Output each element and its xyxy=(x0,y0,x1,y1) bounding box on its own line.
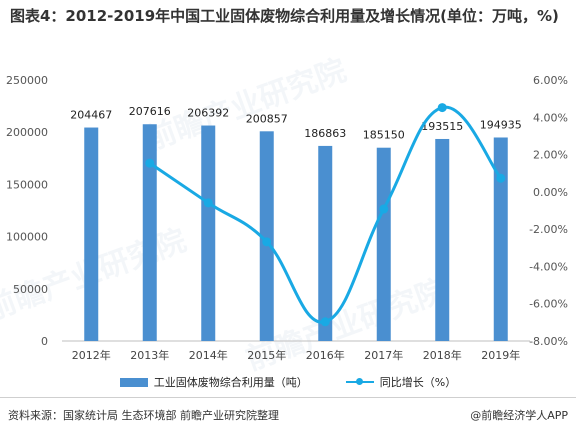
bar xyxy=(84,127,99,341)
left-axis: 0 50000 100000 150000 200000 250000 xyxy=(6,74,48,348)
growth-point xyxy=(379,204,389,214)
bar xyxy=(142,124,157,341)
bar xyxy=(201,125,216,341)
right-tick-label: 6.00% xyxy=(533,74,568,87)
bar-value-label: 194935 xyxy=(480,118,522,131)
x-tick-label: 2013年 xyxy=(130,348,169,362)
x-tick-label: 2016年 xyxy=(306,348,345,362)
left-tick-label: 150000 xyxy=(6,178,48,191)
left-tick-label: 200000 xyxy=(6,126,48,139)
x-tick-label: 2014年 xyxy=(189,348,228,362)
x-tick-label: 2017年 xyxy=(364,348,403,362)
right-axis: -8.00% -6.00% -4.00% -2.00% 0.00% 2.00% 4.00% 6… xyxy=(529,74,568,348)
bar-value-label: 186863 xyxy=(304,127,346,140)
bar xyxy=(376,147,391,341)
bar-series xyxy=(84,124,508,341)
growth-point xyxy=(437,103,447,113)
bar xyxy=(435,138,450,341)
bar-value-label: 204467 xyxy=(70,109,112,122)
growth-point xyxy=(262,237,272,247)
x-axis-labels: 2012年 2013年 2014年 2015年 2016年 2017年 2018年 2019年 xyxy=(72,348,521,362)
growth-point xyxy=(320,317,330,327)
right-tick-label: -6.00% xyxy=(529,298,568,311)
legend-item-line: 同比增长（%） xyxy=(345,374,457,390)
legend-item-bar: 工业固体废物综合利用量（吨） xyxy=(119,374,308,390)
bar-value-label: 206392 xyxy=(187,107,229,120)
legend: 工业固体废物综合利用量（吨） 同比增长（%） xyxy=(0,374,576,390)
bar-value-label: 200857 xyxy=(246,112,288,125)
x-tick-label: 2015年 xyxy=(247,348,286,362)
bar xyxy=(259,131,274,341)
x-tick-label: 2012年 xyxy=(72,348,111,362)
growth-point xyxy=(203,198,213,208)
right-tick-label: -2.00% xyxy=(529,223,568,236)
legend-line-label: 同比增长（%） xyxy=(379,376,457,389)
chart-title: 图表4：2012-2019年中国工业固体废物综合利用量及增长情况(单位：万吨，%… xyxy=(10,7,559,25)
right-tick-label: 4.00% xyxy=(533,111,568,124)
bar xyxy=(493,137,508,341)
bar xyxy=(318,145,333,341)
footer-source: 资料来源：国家统计局 生态环境部 前瞻产业研究院整理 xyxy=(8,409,279,422)
right-tick-label: -4.00% xyxy=(529,260,568,273)
chart-area: 0 50000 100000 150000 200000 250000 -8.00% -6.… xyxy=(6,74,568,362)
footer-brand: @前瞻经济学人APP xyxy=(470,409,568,422)
footer-divider xyxy=(0,397,576,398)
left-tick-label: 0 xyxy=(41,335,48,348)
right-tick-label: 0.00% xyxy=(533,186,568,199)
growth-line-series xyxy=(145,103,506,327)
left-tick-label: 250000 xyxy=(6,74,48,87)
bar-value-label: 193515 xyxy=(421,120,463,133)
bar-value-label: 185150 xyxy=(363,129,405,142)
legend-bar-swatch xyxy=(119,377,148,387)
bar-value-labels: 204467 207616 206392 200857 186863 185150 1935… xyxy=(70,105,522,141)
right-tick-label: -8.00% xyxy=(529,335,568,348)
left-tick-label: 50000 xyxy=(13,283,48,296)
growth-point xyxy=(496,173,506,183)
x-tick-label: 2019年 xyxy=(481,348,520,362)
x-tick-label: 2018年 xyxy=(423,348,462,362)
legend-line-swatch xyxy=(345,376,374,388)
growth-point xyxy=(145,158,155,168)
right-tick-label: 2.00% xyxy=(533,149,568,162)
left-tick-label: 100000 xyxy=(6,231,48,244)
legend-bar-label: 工业固体废物综合利用量（吨） xyxy=(153,376,308,389)
bar-value-label: 207616 xyxy=(129,105,171,118)
